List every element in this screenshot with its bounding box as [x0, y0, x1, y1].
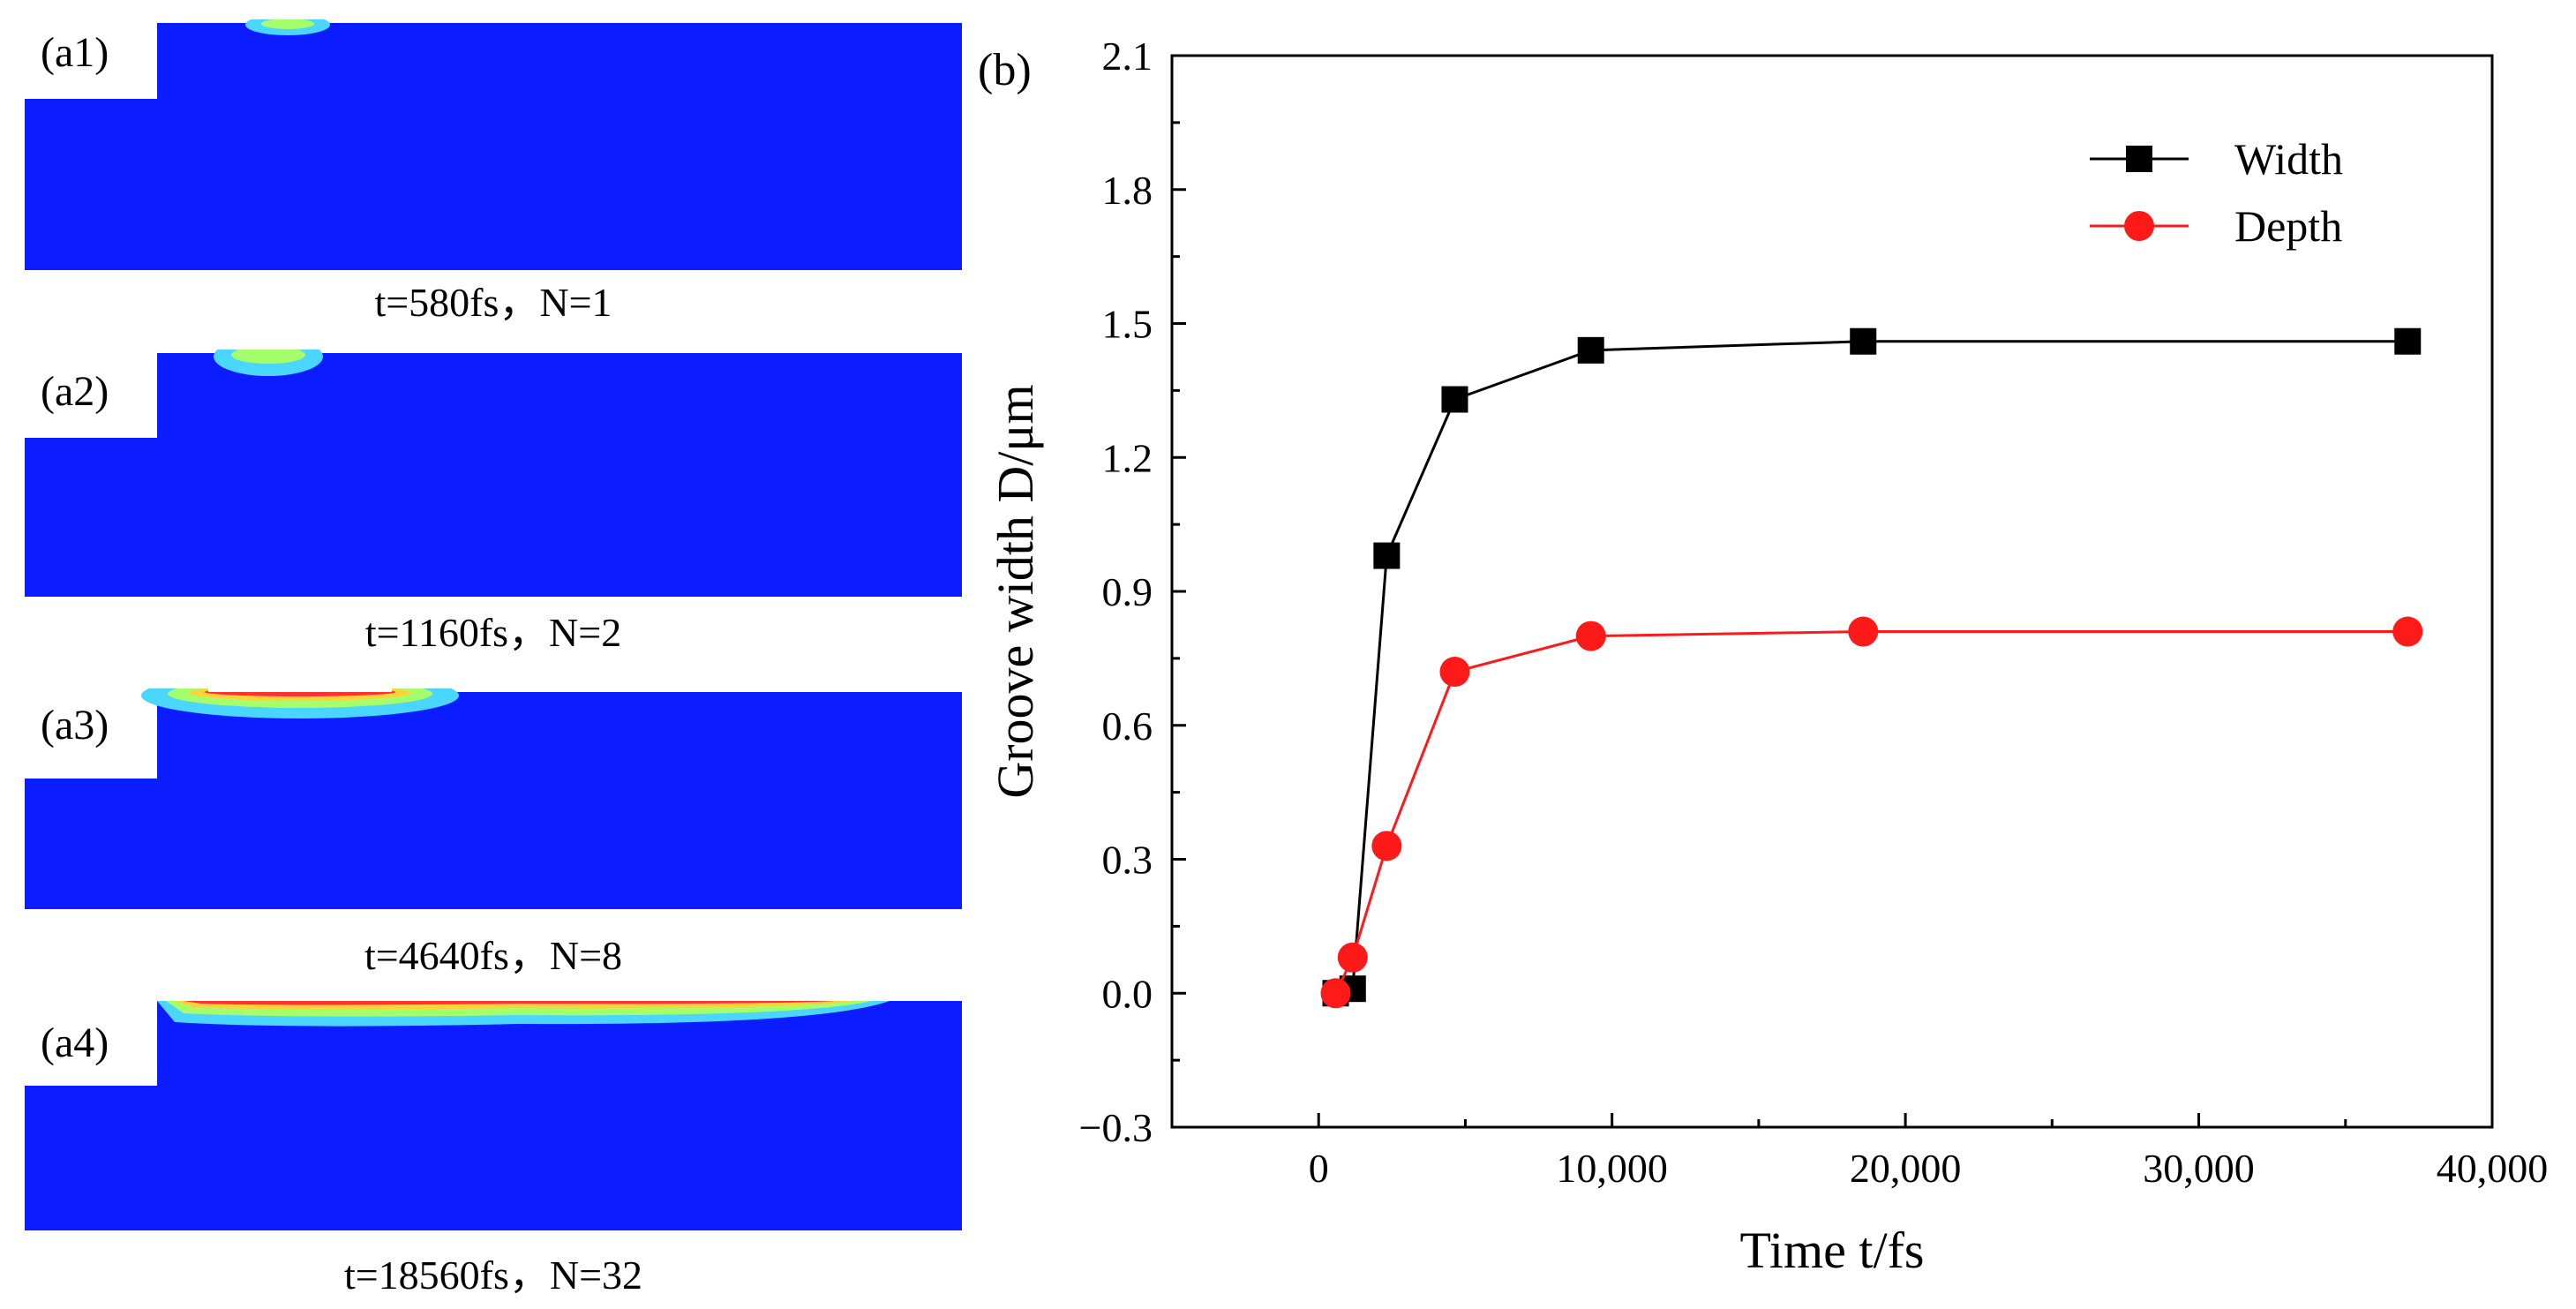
y-tick-label: 2.1 [1102, 34, 1153, 79]
panel-a4-tag: (a4) [41, 1019, 109, 1066]
panel-a1-caption: t=580fs，N=1 [374, 280, 612, 325]
legend-marker-width [2126, 146, 2152, 172]
depth-point [1439, 657, 1470, 688]
depth-point [1320, 978, 1351, 1009]
panel-a4-image [25, 996, 962, 1230]
depth-point [2392, 616, 2423, 647]
y-tick-label: 1.2 [1102, 435, 1153, 480]
y-axis-title: Groove width D/μm [987, 384, 1044, 798]
depth-point [1575, 621, 1606, 651]
panel-a3-tag: (a3) [41, 702, 109, 749]
panel-a2: (a2) t=1160fs，N=2 [25, 350, 962, 653]
legend-label-width: Width [2234, 134, 2343, 184]
x-tick-label: 30,000 [2143, 1146, 2255, 1191]
y-tick-label: −0.3 [1079, 1105, 1153, 1150]
depth-point [1848, 616, 1879, 647]
y-tick-label: 0.9 [1102, 569, 1153, 614]
x-tick-label: 0 [1309, 1146, 1329, 1191]
legend-marker-depth [2124, 211, 2154, 241]
y-tick-label: 0.3 [1102, 838, 1153, 883]
panel-a2-image [25, 350, 962, 597]
width-point [1577, 336, 1604, 364]
depth-point [1371, 831, 1402, 861]
width-point [1850, 327, 1877, 355]
y-tick-label: 1.8 [1102, 168, 1153, 213]
x-tick-label: 20,000 [1850, 1146, 1962, 1191]
series-line-width [1335, 340, 2408, 995]
panel-a2-caption: t=1160fs，N=2 [364, 610, 622, 655]
panel-a4-caption: t=18560fs，N=32 [343, 1253, 643, 1298]
series-line-depth [1334, 630, 2408, 994]
width-point [2394, 327, 2422, 355]
panel-a1-image [25, 19, 962, 270]
legend: Width Depth [2090, 134, 2343, 251]
axis-ticks: −0.3 0.0 0.3 0.6 0.9 1.2 1.5 1.8 2.1 0 10,000 20,00… [1079, 34, 2549, 1191]
panel-a3-image [25, 688, 962, 909]
x-tick-label: 40,000 [2437, 1146, 2549, 1191]
panel-a2-tag: (a2) [41, 368, 109, 415]
chart-panel-label: (b) [978, 45, 1032, 95]
y-tick-label: 0.6 [1102, 703, 1153, 749]
depth-point [1337, 942, 1368, 973]
panel-a4: (a4) t=18560fs，N=32 [25, 996, 962, 1309]
x-tick-label: 10,000 [1556, 1146, 1668, 1191]
panel-a3: (a3) t=4640fs，N=8 [25, 688, 962, 980]
y-tick-label: 1.5 [1102, 302, 1153, 347]
series-layer [1320, 327, 2423, 1009]
y-tick-label: 0.0 [1102, 971, 1153, 1016]
panel-a1: (a1) t=580fs，N=1 [25, 19, 962, 323]
width-point [1441, 386, 1468, 413]
panel-a1-tag: (a1) [41, 29, 109, 76]
width-point [1373, 542, 1401, 569]
panel-a3-caption: t=4640fs，N=8 [364, 933, 623, 978]
x-axis-title: Time t/fs [1740, 1222, 1925, 1279]
legend-label-depth: Depth [2234, 201, 2342, 251]
